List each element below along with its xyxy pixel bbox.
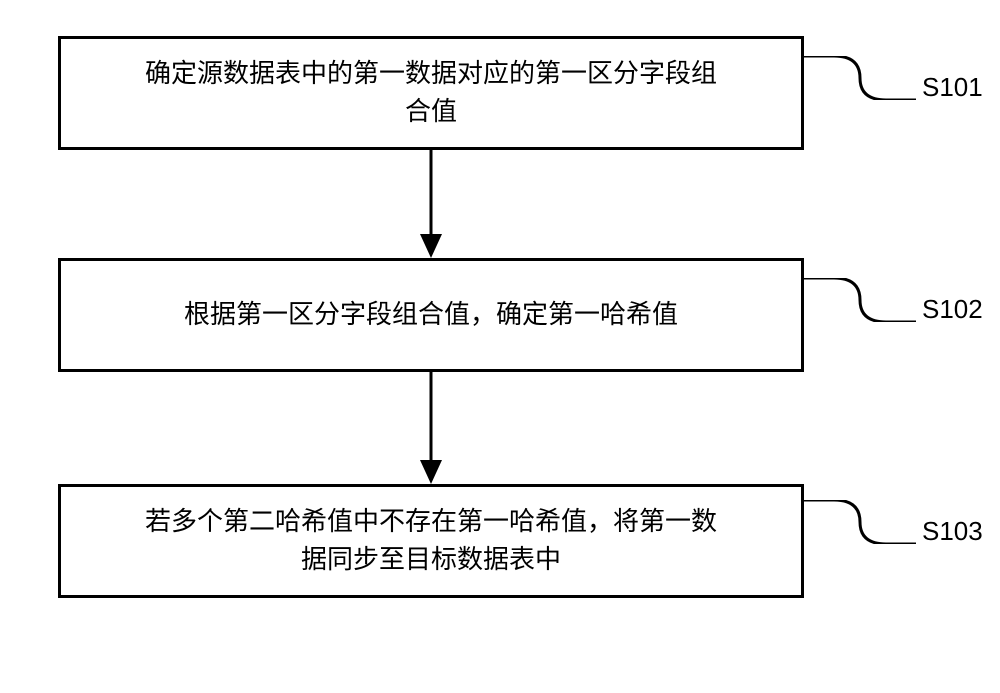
arrow-1-2 — [431, 150, 432, 258]
brace-2 — [804, 278, 916, 322]
step-label-1: S101 — [922, 72, 983, 103]
flowchart-canvas: 确定源数据表中的第一数据对应的第一区分字段组 合值 S101 根据第一区分字段组… — [0, 0, 1000, 693]
flow-node-1-line-1: 合值 — [405, 96, 457, 126]
flow-node-2-line-0: 根据第一区分字段组合值，确定第一哈希值 — [184, 299, 678, 329]
flow-node-3: 若多个第二哈希值中不存在第一哈希值，将第一数 据同步至目标数据表中 — [58, 484, 804, 598]
brace-3 — [804, 500, 916, 544]
step-label-2: S102 — [922, 294, 983, 325]
step-label-3: S103 — [922, 516, 983, 547]
flow-node-3-line-0: 若多个第二哈希值中不存在第一哈希值，将第一数 — [145, 506, 717, 536]
flow-node-2: 根据第一区分字段组合值，确定第一哈希值 — [58, 258, 804, 372]
flow-node-1-line-0: 确定源数据表中的第一数据对应的第一区分字段组 — [145, 58, 717, 88]
flow-node-3-line-1: 据同步至目标数据表中 — [301, 544, 561, 574]
arrow-2-3 — [431, 372, 432, 484]
flow-node-1: 确定源数据表中的第一数据对应的第一区分字段组 合值 — [58, 36, 804, 150]
brace-1 — [804, 56, 916, 100]
